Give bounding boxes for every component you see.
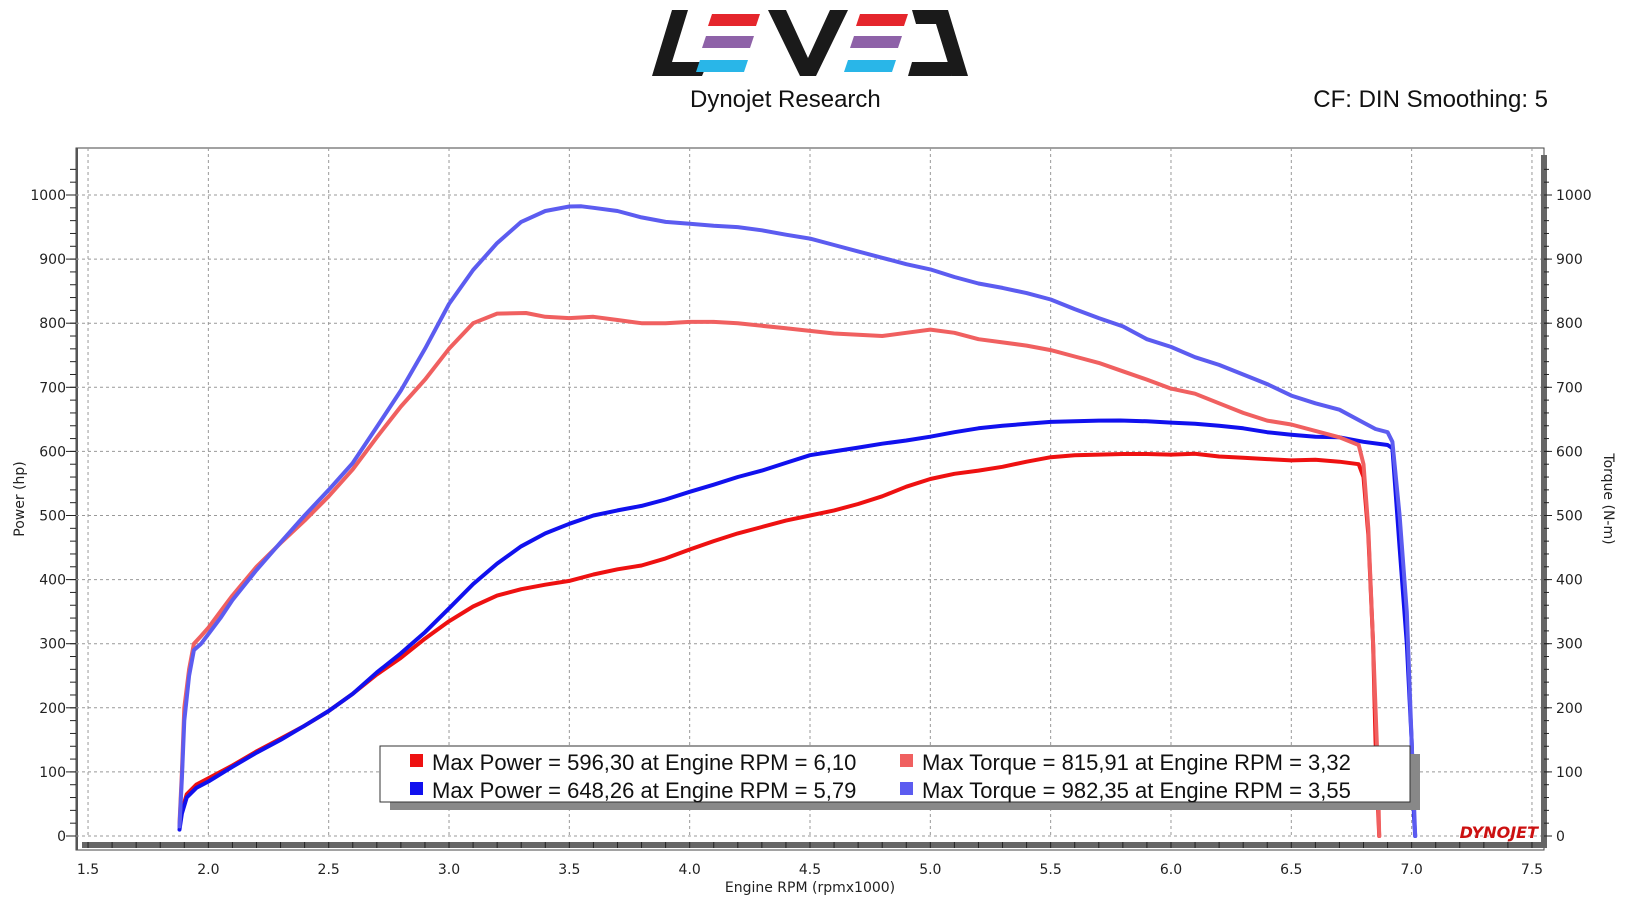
legend-box [379, 745, 1411, 803]
y-tick-label: 700 [39, 380, 66, 396]
y-tick-label: 0 [57, 829, 66, 845]
right-ruler [1541, 155, 1547, 845]
y-tick-label: 800 [39, 316, 66, 332]
y-tick-label: 200 [39, 701, 66, 717]
x-tick-label: 7.5 [1521, 862, 1543, 878]
y2-tick-label: 300 [1556, 637, 1583, 653]
x-tick-label: 5.5 [1040, 862, 1062, 878]
x-tick-label: 1.5 [77, 862, 99, 878]
x-tick-label: 6.5 [1280, 862, 1302, 878]
y2-tick-label: 500 [1556, 509, 1583, 525]
legend-swatch-red [410, 754, 423, 767]
x-tick-label: 5.0 [919, 862, 941, 878]
x-tick-label: 3.5 [558, 862, 580, 878]
x-tick-label: 7.0 [1401, 862, 1423, 878]
y2-tick-label: 700 [1556, 380, 1583, 396]
y-tick-label: 400 [39, 573, 66, 589]
y2-axis-title: Torque (N-m) [1600, 452, 1616, 544]
series-line-power-run-2 [177, 418, 1418, 838]
legend-swatch-light-red [900, 754, 913, 767]
y-tick-label: 600 [39, 444, 66, 460]
x-tick-label: 3.0 [438, 862, 460, 878]
y-axis-title: Power (hp) [12, 461, 28, 536]
y-tick-label: 1000 [30, 188, 66, 204]
legend: Max Power = 596,30 at Engine RPM = 6,10 … [379, 745, 1420, 810]
left-ruler [76, 148, 78, 850]
dynojet-watermark: DYNOJET [1460, 823, 1540, 842]
legend-item-torque-2: Max Torque = 982,35 at Engine RPM = 3,55 [922, 778, 1351, 803]
bottom-ruler [82, 842, 1547, 848]
legend-swatch-light-blue [900, 782, 913, 795]
y-tick-label: 100 [39, 765, 66, 781]
y2-tick-label: 100 [1556, 765, 1583, 781]
legend-item-power-1: Max Power = 596,30 at Engine RPM = 6,10 [432, 750, 856, 775]
correction-info: CF: DIN Smoothing: 5 [1313, 86, 1548, 113]
subtitle: Dynojet Research [690, 86, 881, 113]
y2-tick-label: 1000 [1556, 188, 1592, 204]
y-tick-label: 500 [39, 509, 66, 525]
level-logo [652, 10, 968, 76]
legend-item-power-2: Max Power = 648,26 at Engine RPM = 5,79 [432, 778, 856, 803]
legend-swatch-blue [410, 782, 423, 795]
x-axis-title: Engine RPM (rpmx1000) [725, 880, 895, 896]
y2-tick-label: 400 [1556, 573, 1583, 589]
legend-item-torque-1: Max Torque = 815,91 at Engine RPM = 3,32 [922, 750, 1351, 775]
x-tick-label: 2.5 [318, 862, 340, 878]
y2-tick-label: 800 [1556, 316, 1583, 332]
x-tick-label: 4.5 [799, 862, 821, 878]
x-tick-label: 4.0 [679, 862, 701, 878]
x-tick-label: 6.0 [1160, 862, 1182, 878]
y-tick-label: 900 [39, 252, 66, 268]
x-tick-label: 2.0 [197, 862, 219, 878]
y2-tick-label: 0 [1556, 829, 1565, 845]
series-line-torque-run-2 [177, 204, 1418, 838]
y-tick-label: 300 [39, 637, 66, 653]
y2-tick-label: 200 [1556, 701, 1583, 717]
y2-tick-label: 600 [1556, 444, 1583, 460]
y2-tick-label: 900 [1556, 252, 1583, 268]
